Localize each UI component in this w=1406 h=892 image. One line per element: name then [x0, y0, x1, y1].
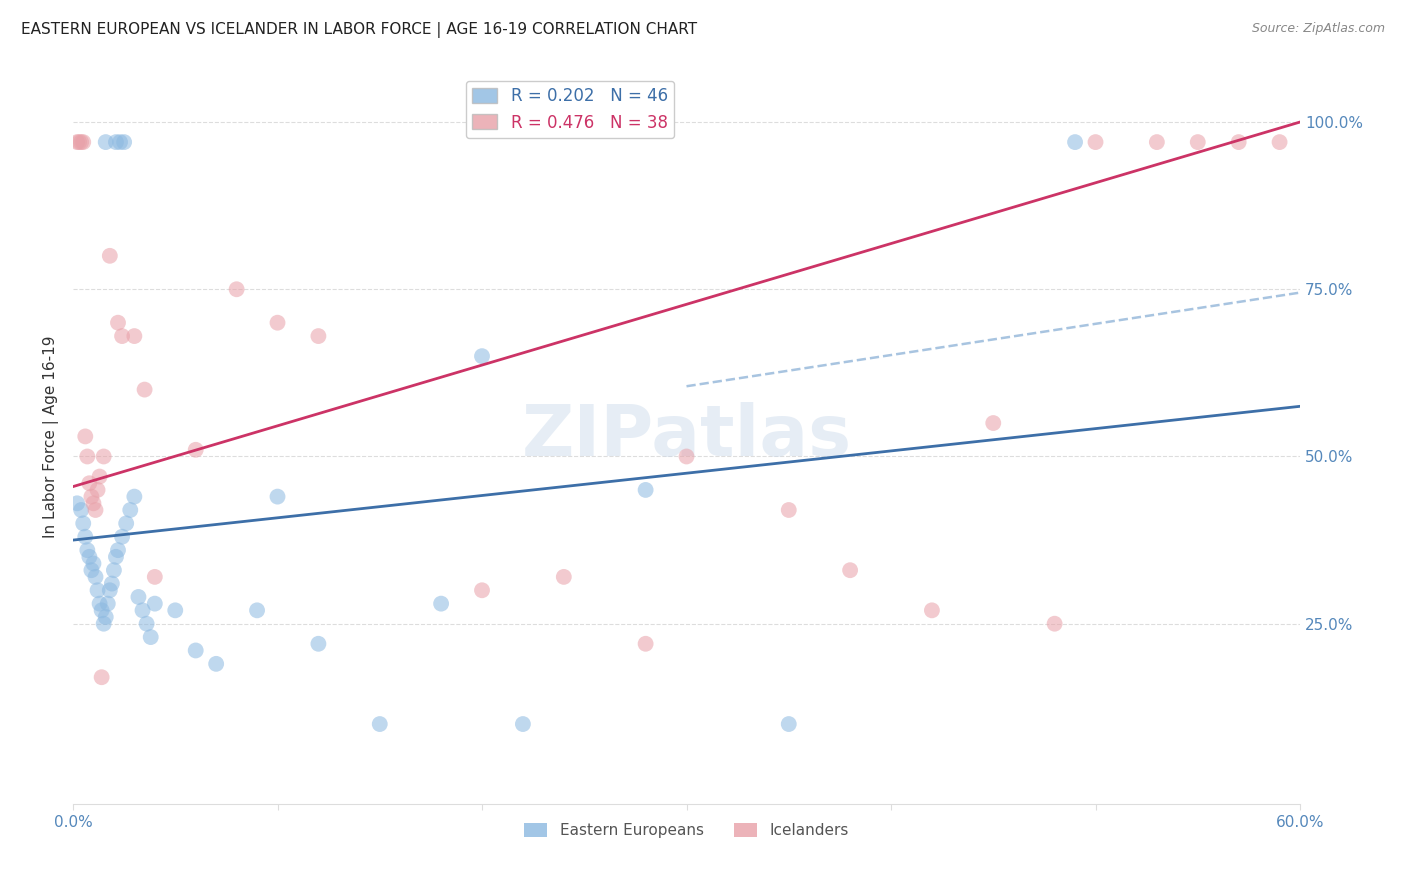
- Point: [139, 630, 162, 644]
- Point: [1227, 135, 1250, 149]
- Point: [143, 597, 166, 611]
- Point: [839, 563, 862, 577]
- Point: [184, 442, 207, 457]
- Y-axis label: In Labor Force | Age 16-19: In Labor Force | Age 16-19: [44, 335, 59, 538]
- Text: EASTERN EUROPEAN VS ICELANDER IN LABOR FORCE | AGE 16-19 CORRELATION CHART: EASTERN EUROPEAN VS ICELANDER IN LABOR F…: [21, 22, 697, 38]
- Point: [225, 282, 247, 296]
- Point: [112, 135, 135, 149]
- Point: [70, 503, 93, 517]
- Point: [108, 135, 131, 149]
- Point: [111, 329, 134, 343]
- Point: [184, 643, 207, 657]
- Point: [80, 563, 103, 577]
- Point: [66, 135, 89, 149]
- Point: [120, 503, 142, 517]
- Point: [82, 496, 104, 510]
- Point: [471, 583, 494, 598]
- Point: [1146, 135, 1168, 149]
- Point: [84, 570, 107, 584]
- Point: [98, 583, 121, 598]
- Point: [778, 503, 800, 517]
- Point: [76, 543, 98, 558]
- Point: [89, 597, 111, 611]
- Point: [111, 530, 134, 544]
- Point: [266, 316, 288, 330]
- Point: [93, 450, 115, 464]
- Text: ZIPatlas: ZIPatlas: [522, 402, 852, 471]
- Point: [107, 316, 129, 330]
- Point: [93, 616, 115, 631]
- Point: [90, 603, 112, 617]
- Point: [66, 496, 89, 510]
- Point: [103, 563, 125, 577]
- Point: [205, 657, 228, 671]
- Point: [107, 543, 129, 558]
- Point: [97, 597, 120, 611]
- Point: [94, 135, 117, 149]
- Point: [79, 549, 101, 564]
- Point: [430, 597, 453, 611]
- Point: [778, 717, 800, 731]
- Point: [76, 450, 98, 464]
- Point: [1064, 135, 1087, 149]
- Point: [86, 583, 108, 598]
- Point: [82, 557, 104, 571]
- Point: [101, 576, 124, 591]
- Point: [634, 637, 657, 651]
- Point: [135, 616, 157, 631]
- Point: [266, 490, 288, 504]
- Point: [246, 603, 269, 617]
- Text: Source: ZipAtlas.com: Source: ZipAtlas.com: [1251, 22, 1385, 36]
- Point: [115, 516, 138, 531]
- Point: [1084, 135, 1107, 149]
- Point: [86, 483, 108, 497]
- Point: [75, 530, 97, 544]
- Point: [104, 549, 127, 564]
- Point: [80, 490, 103, 504]
- Point: [675, 450, 697, 464]
- Point: [98, 249, 121, 263]
- Point: [94, 610, 117, 624]
- Point: [921, 603, 943, 617]
- Point: [553, 570, 575, 584]
- Point: [131, 603, 153, 617]
- Point: [143, 570, 166, 584]
- Point: [127, 590, 149, 604]
- Point: [75, 429, 97, 443]
- Point: [72, 516, 94, 531]
- Point: [307, 637, 329, 651]
- Point: [471, 349, 494, 363]
- Point: [104, 135, 127, 149]
- Point: [368, 717, 391, 731]
- Point: [89, 469, 111, 483]
- Point: [1043, 616, 1066, 631]
- Point: [70, 135, 93, 149]
- Point: [1268, 135, 1291, 149]
- Point: [165, 603, 187, 617]
- Point: [84, 503, 107, 517]
- Point: [307, 329, 329, 343]
- Point: [72, 135, 94, 149]
- Point: [512, 717, 534, 731]
- Point: [1187, 135, 1209, 149]
- Point: [79, 476, 101, 491]
- Point: [981, 416, 1004, 430]
- Point: [124, 329, 146, 343]
- Point: [67, 135, 90, 149]
- Point: [634, 483, 657, 497]
- Point: [90, 670, 112, 684]
- Point: [124, 490, 146, 504]
- Point: [134, 383, 156, 397]
- Legend: Eastern Europeans, Icelanders: Eastern Europeans, Icelanders: [519, 817, 855, 845]
